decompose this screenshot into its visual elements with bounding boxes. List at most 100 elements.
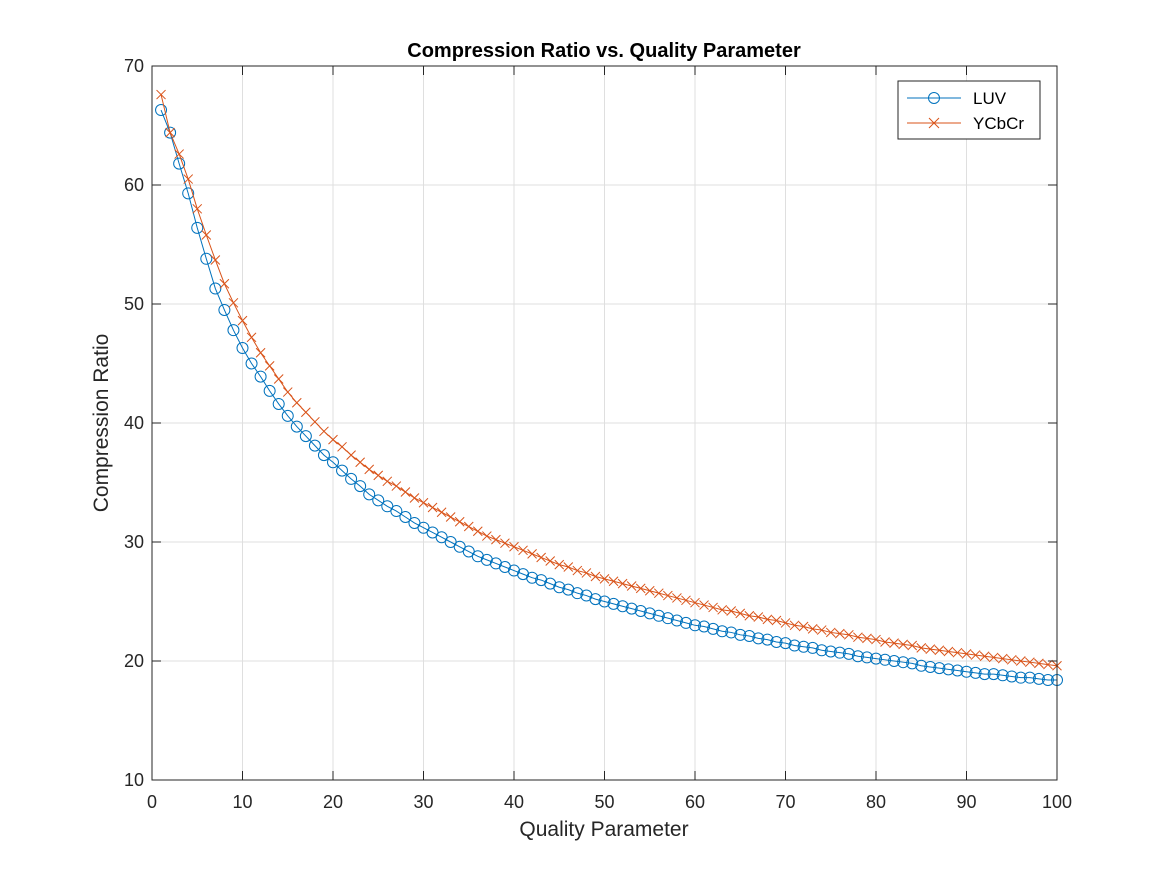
data-point-luv <box>833 646 846 659</box>
data-point-luv <box>870 652 882 665</box>
data-point-luv <box>372 494 385 507</box>
data-point-ycbcr <box>970 650 981 660</box>
data-point-luv <box>164 126 177 139</box>
data-point-ycbcr <box>156 89 166 100</box>
data-point-luv <box>526 571 539 584</box>
data-point-luv <box>933 662 946 675</box>
data-point-ycbcr <box>346 450 356 460</box>
data-point-luv <box>1032 672 1045 685</box>
data-point-ycbcr <box>599 574 610 584</box>
data-point-luv <box>698 620 711 633</box>
data-point-luv <box>770 635 783 648</box>
data-point-luv <box>553 581 566 594</box>
data-point-luv <box>299 430 312 443</box>
data-point-luv <box>598 595 611 608</box>
data-point-ycbcr <box>382 476 393 487</box>
data-point-luv <box>815 644 828 657</box>
x-tick-label: 0 <box>147 792 157 812</box>
data-point-luv <box>191 221 204 234</box>
data-point-ycbcr <box>653 588 664 599</box>
data-point-luv <box>752 632 765 645</box>
legend-marker-ycbcr <box>928 117 940 129</box>
y-tick-label: 20 <box>124 651 144 671</box>
data-point-ycbcr <box>753 612 764 622</box>
y-tick-label: 40 <box>124 413 144 433</box>
data-point-luv <box>200 252 213 265</box>
data-point-luv <box>607 597 620 610</box>
data-point-ycbcr <box>798 621 809 632</box>
data-point-luv <box>290 420 303 433</box>
data-point-ycbcr <box>518 545 528 556</box>
data-point-ycbcr <box>481 531 492 541</box>
series-layer <box>155 89 1063 687</box>
data-point-luv <box>616 600 629 613</box>
data-point-ycbcr <box>735 608 746 619</box>
x-axis-label: Quality Parameter <box>519 818 688 841</box>
data-point-luv <box>996 669 1009 682</box>
data-point-luv <box>670 614 683 627</box>
data-point-luv <box>345 472 358 485</box>
data-point-ycbcr <box>943 646 954 657</box>
x-tick-label: 70 <box>775 792 795 812</box>
data-point-ycbcr <box>210 255 221 265</box>
data-point-ycbcr <box>472 526 483 537</box>
data-point-ycbcr <box>717 604 728 615</box>
data-point-ycbcr <box>626 581 637 591</box>
data-point-luv <box>725 626 738 639</box>
data-point-ycbcr <box>681 595 691 606</box>
data-point-ycbcr <box>662 590 673 601</box>
data-point-ycbcr <box>925 644 936 654</box>
data-point-ycbcr <box>436 507 447 518</box>
data-point-ycbcr <box>391 481 402 491</box>
data-point-ycbcr <box>780 618 791 628</box>
data-point-ycbcr <box>862 633 872 644</box>
data-point-ycbcr <box>988 652 999 663</box>
data-point-ycbcr <box>590 571 601 582</box>
data-point-ycbcr <box>246 332 257 343</box>
y-tick-label: 30 <box>124 532 144 552</box>
data-point-luv <box>951 664 964 677</box>
legend: LUV YCbCr <box>897 80 1041 140</box>
data-point-ycbcr <box>373 470 384 481</box>
data-point-ycbcr <box>825 627 836 638</box>
data-point-ycbcr <box>916 643 927 653</box>
x-tick-label: 20 <box>323 792 343 812</box>
y-axis-label: Compression Ratio <box>90 334 113 513</box>
data-point-luv <box>797 640 810 653</box>
data-point-luv <box>390 505 403 518</box>
data-point-ycbcr <box>400 487 411 497</box>
data-point-luv <box>987 668 1000 681</box>
data-point-luv <box>354 480 367 493</box>
data-point-ycbcr <box>264 361 275 371</box>
data-point-ycbcr <box>310 416 320 427</box>
y-tick-label: 70 <box>124 56 144 76</box>
data-point-luv <box>879 653 892 666</box>
data-point-luv <box>652 609 665 622</box>
data-point-ycbcr <box>192 203 203 214</box>
data-point-ycbcr <box>572 565 583 576</box>
data-point-ycbcr <box>328 434 338 445</box>
data-point-ycbcr <box>807 624 818 634</box>
data-point-luv <box>254 370 267 383</box>
data-point-ycbcr <box>219 278 230 289</box>
data-point-luv <box>716 625 729 638</box>
x-tick-label: 30 <box>413 792 433 812</box>
data-point-ycbcr <box>816 625 827 635</box>
data-point-luv <box>173 157 186 170</box>
data-point-ycbcr <box>463 521 474 532</box>
data-point-luv <box>589 593 602 606</box>
data-point-luv <box>924 660 937 673</box>
data-point-luv <box>897 656 910 669</box>
data-point-ycbcr <box>165 127 175 138</box>
data-point-ycbcr <box>690 597 700 608</box>
data-point-ycbcr <box>319 426 329 437</box>
data-point-ycbcr <box>509 541 519 552</box>
data-point-ycbcr <box>282 387 293 397</box>
data-point-luv <box>960 665 973 678</box>
chart-title: Compression Ratio vs. Quality Parameter <box>407 40 801 62</box>
data-point-ycbcr <box>445 512 456 522</box>
data-point-ycbcr <box>291 397 302 408</box>
data-point-luv <box>915 659 928 672</box>
